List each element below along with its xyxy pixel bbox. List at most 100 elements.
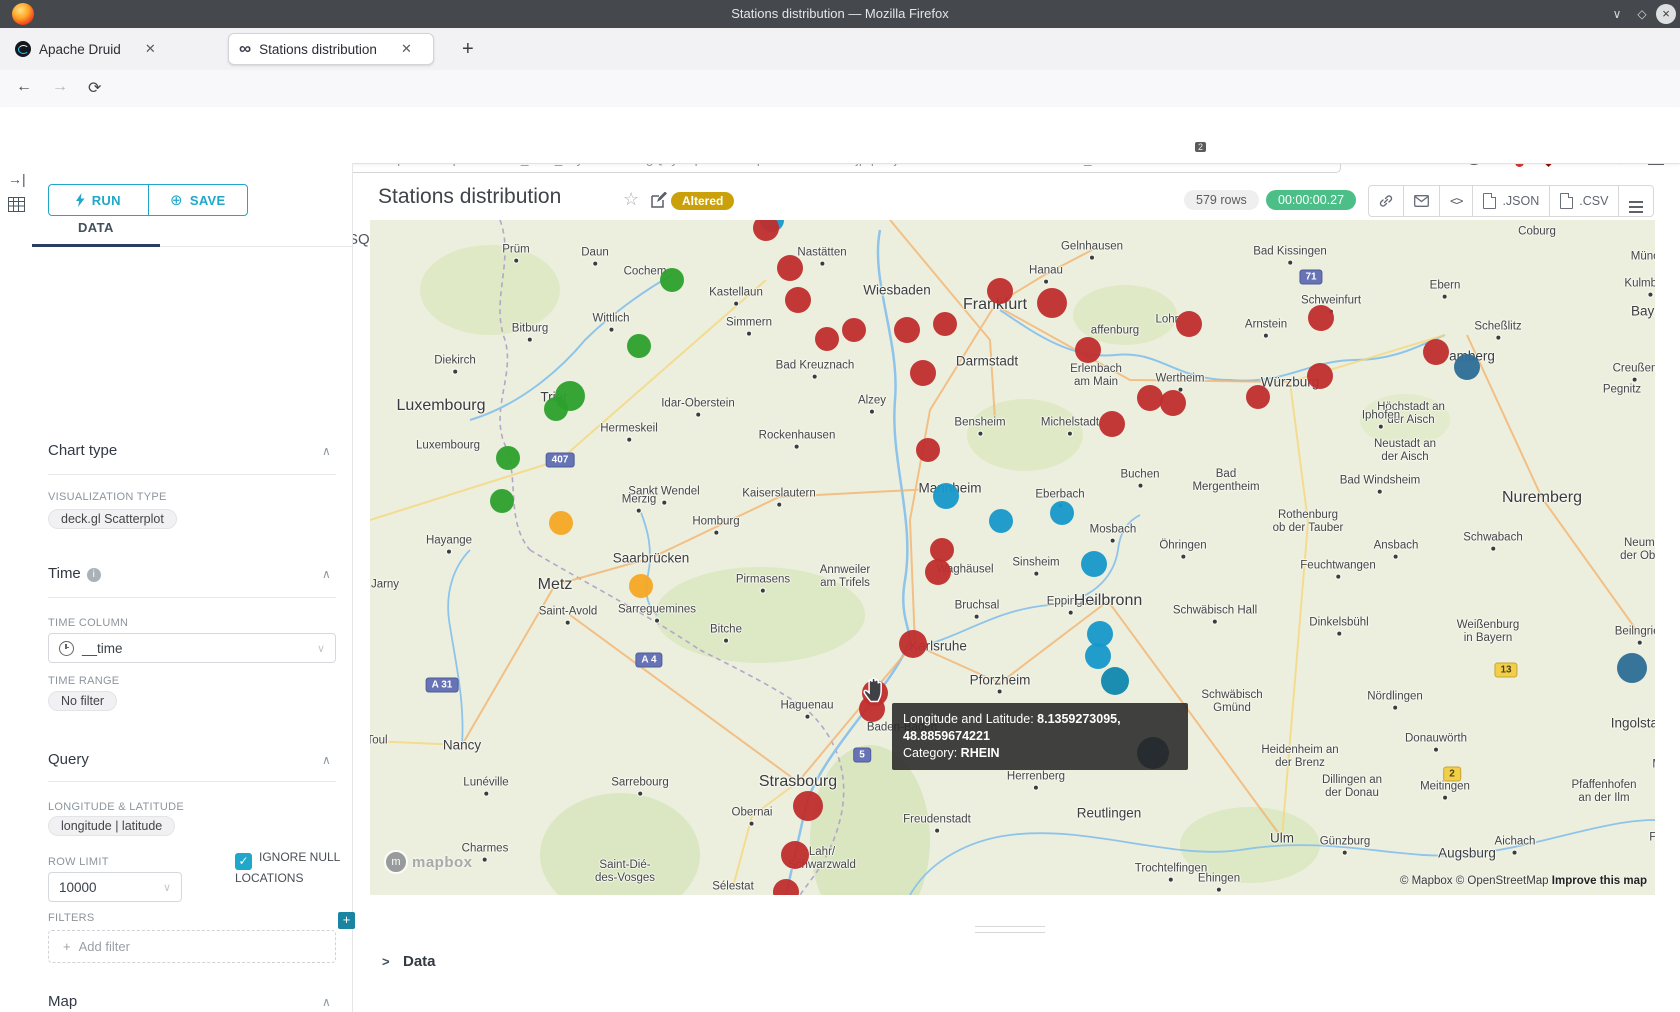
map-city-label: Creußen [1613,363,1655,382]
map-point[interactable] [1176,311,1202,337]
map-point[interactable] [629,574,653,598]
tab-stations-distribution[interactable]: ∞ Stations distribution ✕ [228,33,434,65]
row-limit-select[interactable]: 10000 ∨ [48,872,182,902]
tab-close-icon[interactable]: ✕ [144,41,156,56]
map-point[interactable] [773,879,799,895]
divider [48,781,336,782]
run-button[interactable]: RUN [49,185,148,215]
map-point[interactable] [987,278,1013,304]
ignore-null-checkbox[interactable]: ✓ [235,853,252,870]
map-city-label: Herrenberg [1007,771,1065,790]
map-point[interactable] [1099,411,1125,437]
map-city-label: Luxembourg [416,439,480,452]
lonlat-value[interactable]: longitude | latitude [48,816,176,836]
map-point[interactable] [781,841,809,869]
map-point[interactable] [1307,363,1333,389]
map-point[interactable] [793,791,823,821]
tab-apache-druid[interactable]: Apache Druid ✕ [5,33,166,65]
panel-drag-handle[interactable] [975,926,1045,933]
dataset-grid-icon[interactable] [8,197,25,212]
map-point[interactable] [1085,643,1111,669]
map-point[interactable] [490,489,514,513]
altered-badge[interactable]: Altered [671,192,735,210]
map-point[interactable] [1081,551,1107,577]
map-point[interactable] [496,446,520,470]
chevron-up-icon[interactable]: ∧ [322,995,331,1009]
reload-button[interactable]: ⟳ [88,80,102,97]
map-point[interactable] [989,509,1013,533]
chevron-up-icon[interactable]: ∧ [322,567,331,581]
map-point[interactable] [930,538,954,562]
forward-button[interactable]: → [52,78,68,95]
map-point[interactable] [933,483,959,509]
new-tab-button[interactable]: + [462,38,474,60]
chart-menu-button[interactable] [1619,186,1653,216]
map-point[interactable] [544,397,568,421]
window-close-button[interactable]: × [1656,4,1676,24]
map-point[interactable] [933,312,957,336]
section-chart-type[interactable]: Chart type [48,442,118,459]
map-point[interactable] [777,255,803,281]
map-point[interactable] [1454,354,1480,380]
map-city-label: Heidenheim an der Brenz [1261,744,1339,769]
map-point[interactable] [1087,621,1113,647]
embed-code-button[interactable]: <> [1440,186,1474,216]
time-range-value[interactable]: No filter [48,691,118,711]
map-city-label: Günzburg [1320,836,1371,855]
tab-close-icon[interactable]: ✕ [400,41,412,56]
window-minimize-button[interactable]: ∨ [1612,7,1622,21]
map-point[interactable] [1308,305,1334,331]
left-rail: →| [0,163,33,1012]
map-point[interactable] [1037,288,1067,318]
map-point[interactable] [916,438,940,462]
back-button[interactable]: ← [16,78,32,95]
chevron-up-icon[interactable]: ∧ [322,753,331,767]
map-point[interactable] [1246,385,1270,409]
map-point[interactable] [842,318,866,342]
section-time[interactable]: Time i [48,565,101,582]
export-json-button[interactable]: .JSON [1473,186,1551,216]
map-point[interactable] [753,220,779,241]
map-point[interactable] [785,287,811,313]
tab-data[interactable]: DATA [78,220,114,235]
export-csv-button[interactable]: .CSV [1550,186,1620,216]
map-attribution[interactable]: © Mapbox © OpenStreetMap Improve this ma… [1399,875,1647,887]
map-city-label: Ansbach [1374,540,1419,559]
map-city-label: Rothenburg ob der Tauber [1272,509,1344,534]
map-point[interactable] [1423,339,1449,365]
add-filter-input[interactable]: + Add filter [48,930,336,963]
map-point[interactable] [910,360,936,386]
section-map[interactable]: Map [48,993,78,1010]
map-point[interactable] [1137,385,1163,411]
data-panel-toggle[interactable]: Data [403,953,436,970]
chevron-right-icon[interactable]: > [382,954,390,969]
window-maximize-button[interactable]: ◇ [1637,7,1647,21]
favorite-star-icon[interactable]: ☆ [623,189,640,209]
viz-type-value[interactable]: deck.gl Scatterplot [48,509,177,529]
map-point[interactable] [549,511,573,535]
map-point[interactable] [1617,653,1647,683]
time-column-select[interactable]: __time ∨ [48,633,336,663]
map-canvas[interactable]: Prüm Daun Nastätten Gelnhausen Bad Kissingen… [370,220,1655,895]
add-filter-plus-button[interactable]: + [338,912,355,929]
section-query[interactable]: Query [48,751,89,768]
save-button[interactable]: ⊕ SAVE [147,185,248,215]
map-point[interactable] [627,334,651,358]
expand-datasource-panel-icon[interactable]: →| [8,171,26,187]
edit-properties-icon[interactable] [651,191,667,213]
map-point[interactable] [894,317,920,343]
map-point[interactable] [1075,337,1101,363]
mapbox-logo[interactable]: m mapbox [384,850,473,874]
map-point[interactable] [1160,390,1186,416]
map-point[interactable] [899,630,927,658]
map-point[interactable] [1050,501,1074,525]
map-point[interactable] [925,559,951,585]
map-point[interactable] [1101,667,1129,695]
map-point[interactable] [815,327,839,351]
map-point[interactable] [660,268,684,292]
email-button[interactable] [1404,186,1440,216]
copy-link-button[interactable] [1369,186,1404,216]
chevron-up-icon[interactable]: ∧ [322,444,331,458]
divider [48,474,336,475]
